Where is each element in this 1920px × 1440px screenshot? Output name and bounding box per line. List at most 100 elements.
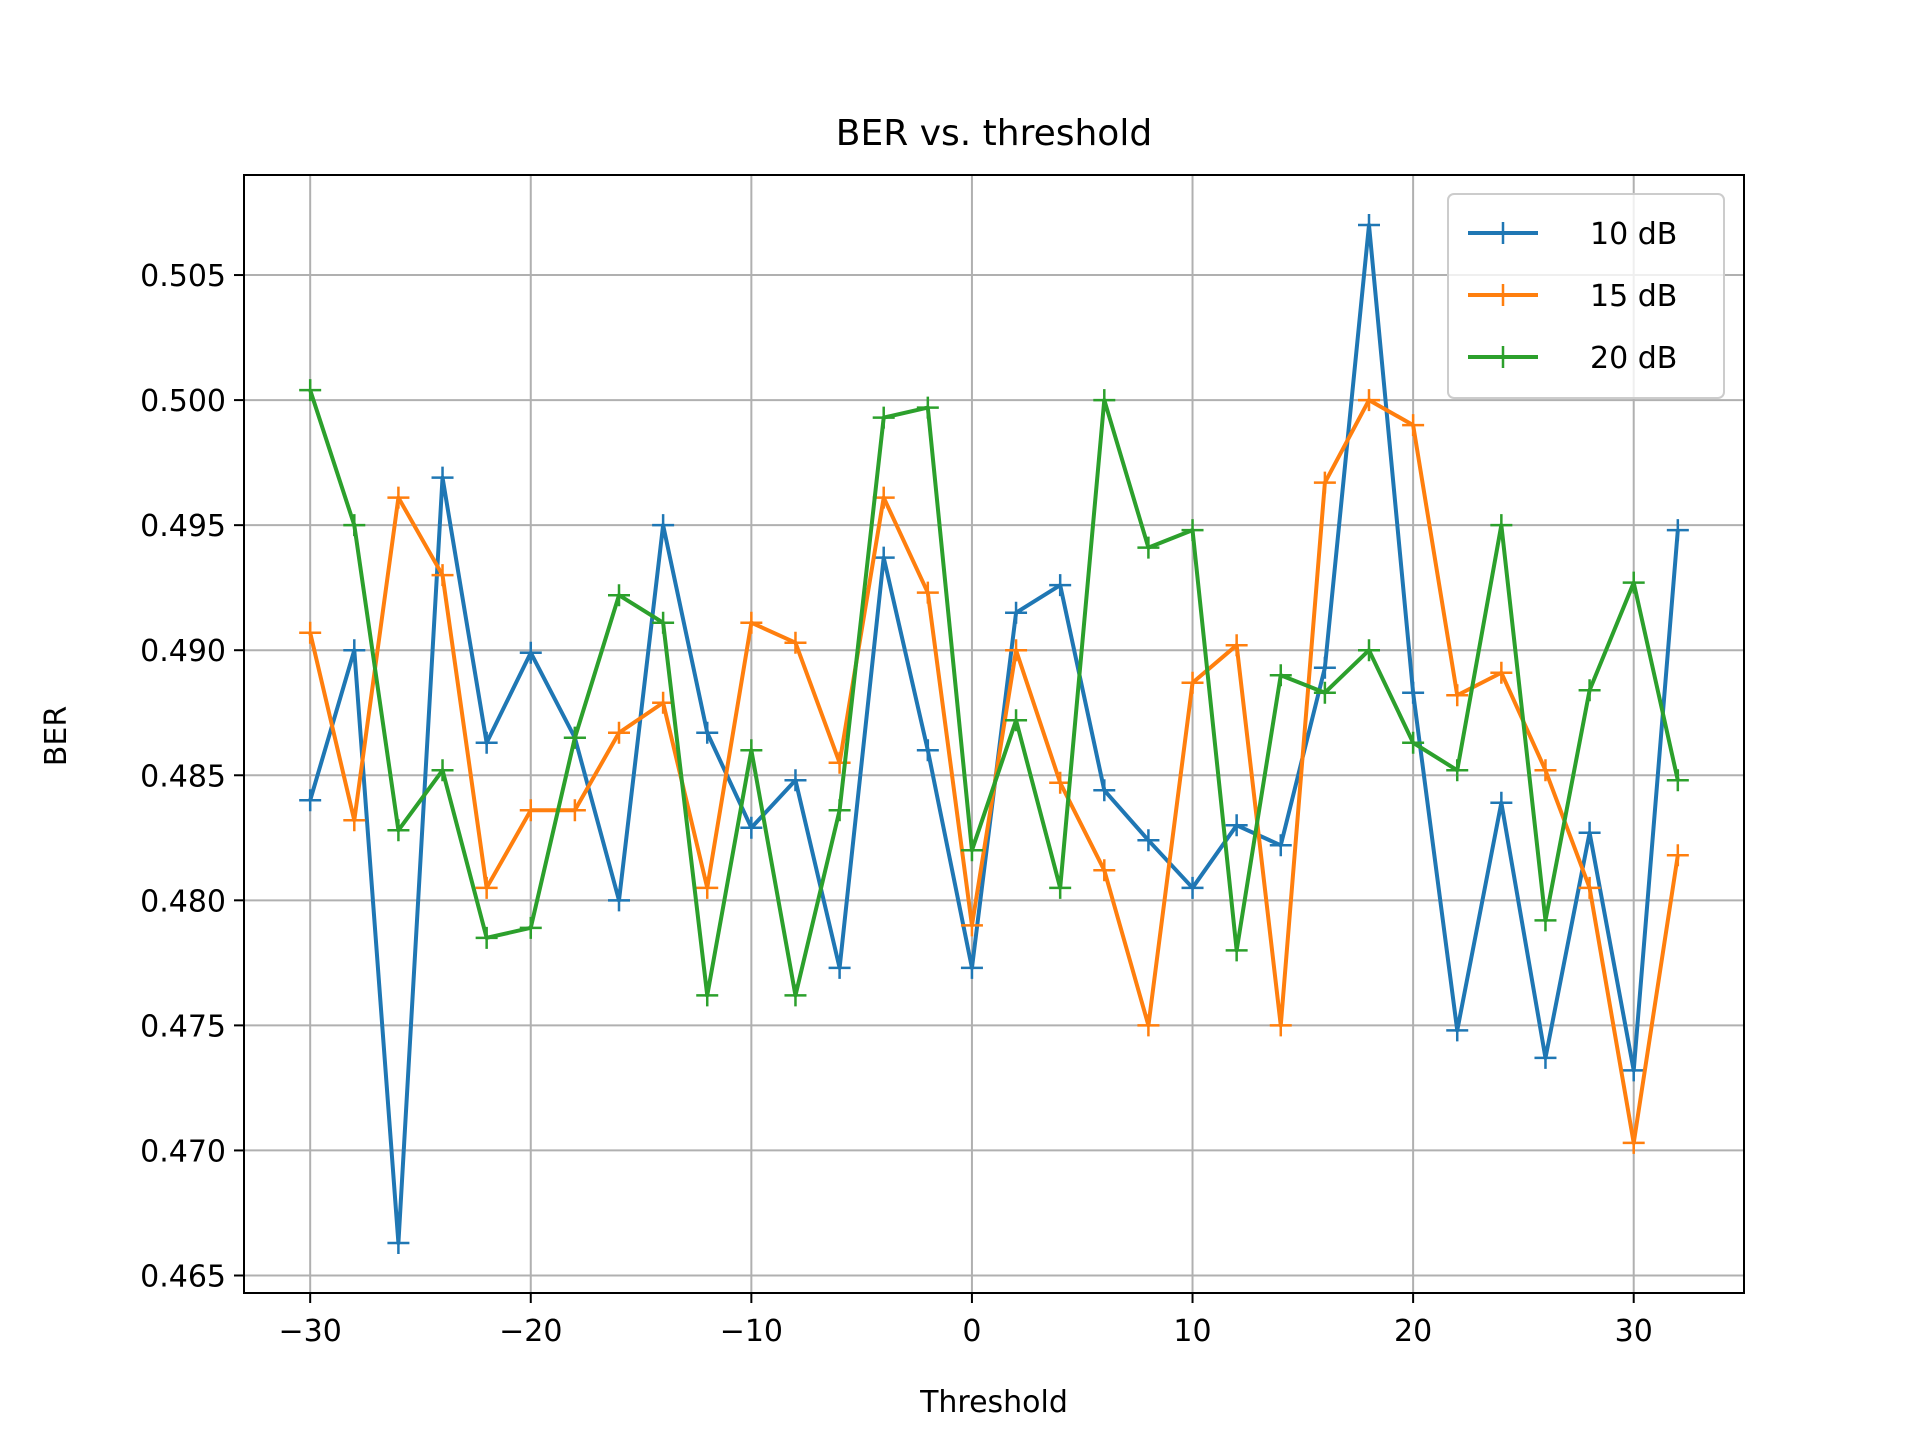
x-tick-label: −20: [499, 1314, 562, 1349]
y-tick-label: 0.470: [140, 1134, 226, 1169]
data-point: [1049, 771, 1072, 794]
data-point: [1137, 536, 1160, 559]
data-point: [1225, 634, 1248, 657]
legend-label: 20 dB: [1590, 341, 1677, 376]
data-point: [960, 914, 983, 937]
data-point: [1225, 939, 1248, 962]
x-tick-label: −30: [279, 1314, 342, 1349]
data-point: [519, 799, 542, 822]
y-axis-ticks: 0.465 0.470 0.475 0.480 0.485 0.490 0.495 0.500…: [140, 259, 244, 1294]
y-tick-label: 0.465: [140, 1259, 226, 1294]
data-point: [828, 799, 851, 822]
legend-box: [1447, 193, 1725, 399]
legend-items: 10 dB 15 dB 20 dB: [1468, 217, 1677, 376]
data-point: [299, 379, 322, 402]
data-point: [1269, 664, 1292, 687]
legend-entry: 10 dB: [1468, 217, 1677, 252]
data-point: [475, 731, 498, 754]
data-point: [696, 721, 719, 744]
data-point: [1049, 876, 1072, 899]
legend-marker: [1492, 284, 1514, 306]
data-point: [1622, 1059, 1645, 1082]
legend-marker: [1492, 346, 1514, 368]
data-point: [916, 396, 939, 419]
data-point: [740, 739, 763, 762]
y-tick-label: 0.475: [140, 1009, 226, 1044]
data-point: [1181, 519, 1204, 542]
data-point: [1534, 759, 1557, 782]
data-point: [1666, 769, 1689, 792]
data-point: [1049, 574, 1072, 597]
data-point: [387, 1231, 410, 1254]
data-point: [1666, 519, 1689, 542]
legend-label: 10 dB: [1590, 217, 1677, 252]
data-point: [1269, 834, 1292, 857]
chart-title: BER vs. threshold: [836, 113, 1152, 154]
data-point: [1005, 639, 1028, 662]
data-point: [475, 926, 498, 949]
data-point: [387, 486, 410, 509]
data-point: [563, 726, 586, 749]
data-point: [519, 916, 542, 939]
y-tick-label: 0.500: [140, 384, 226, 419]
data-point: [431, 564, 454, 587]
data-point: [1313, 681, 1336, 704]
data-point: [608, 889, 630, 912]
data-point: [1446, 684, 1469, 707]
series-layer: [299, 214, 1689, 1254]
data-point: [784, 984, 807, 1007]
data-point: [1402, 414, 1425, 437]
y-tick-label: 0.505: [140, 259, 226, 294]
data-point: [343, 514, 366, 537]
data-point: [960, 839, 983, 862]
data-point: [387, 819, 410, 842]
data-point: [1578, 821, 1601, 844]
legend-entry: 20 dB: [1468, 341, 1677, 376]
data-point: [475, 876, 498, 899]
data-point: [872, 406, 895, 429]
data-point: [608, 584, 630, 607]
data-point: [431, 759, 454, 782]
data-point: [608, 721, 630, 744]
data-point: [431, 466, 454, 489]
data-point: [1313, 656, 1336, 679]
data-point: [343, 809, 366, 832]
data-point: [652, 611, 675, 634]
data-point: [1578, 679, 1601, 702]
data-point: [696, 984, 719, 1007]
data-point: [1490, 791, 1513, 814]
legend: 10 dB 15 dB 20 dB: [1447, 193, 1725, 399]
data-point: [916, 581, 939, 604]
x-tick-label: 0: [962, 1314, 981, 1349]
data-point: [652, 514, 675, 537]
x-axis-ticks: −30 −20 −10 0 10 20 30: [279, 1293, 1653, 1349]
data-point: [519, 641, 542, 664]
data-point: [1093, 389, 1116, 412]
data-point: [872, 546, 895, 569]
data-point: [1093, 859, 1116, 882]
data-point: [1005, 601, 1028, 624]
data-point: [1181, 671, 1204, 694]
data-point: [1534, 1046, 1557, 1069]
data-point: [1666, 844, 1689, 867]
data-point: [784, 631, 807, 654]
data-point: [1578, 876, 1601, 899]
data-point: [1446, 759, 1469, 782]
data-point: [1402, 681, 1425, 704]
data-point: [1446, 1019, 1469, 1042]
data-point: [652, 691, 675, 714]
data-point: [1358, 214, 1380, 237]
legend-label: 15 dB: [1590, 279, 1677, 314]
legend-entry: 15 dB: [1468, 279, 1677, 314]
data-point: [1622, 1131, 1645, 1154]
data-point: [563, 799, 586, 822]
data-point: [299, 789, 322, 812]
data-point: [1137, 1014, 1160, 1037]
data-point: [1358, 639, 1380, 662]
data-point: [696, 876, 719, 899]
data-point: [1402, 731, 1425, 754]
y-tick-label: 0.480: [140, 884, 226, 919]
data-point: [1269, 1014, 1292, 1037]
data-point: [1534, 909, 1557, 932]
